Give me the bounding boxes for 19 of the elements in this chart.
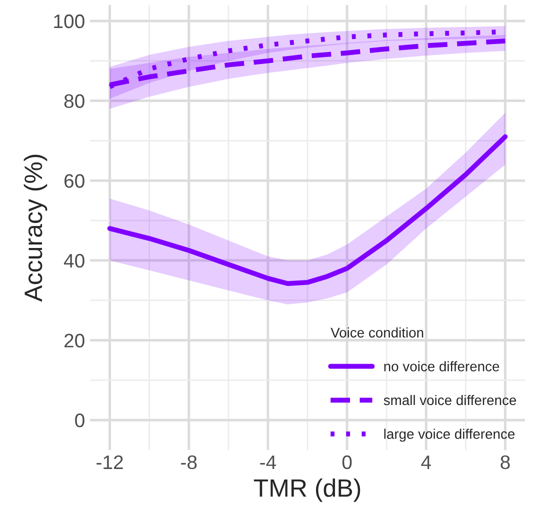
- y-tick-label: 20: [64, 334, 84, 348]
- legend-label: small voice difference: [384, 394, 516, 406]
- x-tick-label: -8: [181, 455, 197, 470]
- y-tick-label: 60: [64, 174, 84, 188]
- line-series: [107, 134, 508, 286]
- legend-label: large voice difference: [384, 428, 515, 442]
- y-tick-label: 0: [75, 414, 84, 428]
- x-tick-label: 4: [421, 456, 431, 469]
- x-tick-label: 0: [342, 455, 352, 470]
- legend-title: Voice condition: [330, 327, 424, 338]
- legend-label: no voice difference: [384, 361, 500, 372]
- y-tick-label: 80: [64, 94, 84, 108]
- y-tick-label: 100: [54, 14, 84, 28]
- x-tick-label: -4: [260, 456, 276, 469]
- x-tick-label: 8: [500, 455, 510, 470]
- x-axis-title: TMR (dB): [254, 478, 360, 502]
- x-tick-label: -12: [96, 455, 123, 469]
- y-tick-label: 40: [64, 254, 84, 268]
- y-axis-title: Accuracy (%): [24, 154, 48, 302]
